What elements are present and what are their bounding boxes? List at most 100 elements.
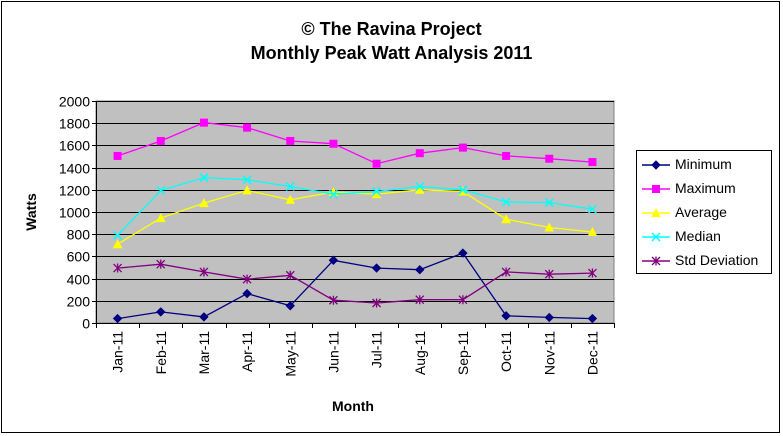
data-point-median xyxy=(544,198,554,208)
legend-marker-minimum xyxy=(651,160,661,170)
y-tick-label: 1200 xyxy=(59,183,90,199)
legend-item-average: Average xyxy=(637,201,771,225)
x-tick-label: May-11 xyxy=(282,331,298,377)
legend-marker-average xyxy=(651,207,661,217)
data-point-std-deviation xyxy=(199,267,209,277)
data-point-average xyxy=(242,185,252,195)
legend-item-minimum: Minimum xyxy=(637,153,771,177)
y-tick-label: 1000 xyxy=(59,205,90,221)
legend-swatch-std-deviation xyxy=(642,256,670,266)
y-tick-label: 1400 xyxy=(59,161,90,177)
legend-item-maximum: Maximum xyxy=(637,177,771,201)
data-point-std-deviation xyxy=(501,267,511,277)
x-tick-label: Aug-11 xyxy=(412,331,428,375)
data-point-std-deviation xyxy=(113,263,123,273)
series-line-minimum xyxy=(117,252,593,320)
data-point-maximum xyxy=(329,139,338,148)
data-point-maximum xyxy=(415,149,424,158)
legend-swatch-median xyxy=(642,232,670,242)
data-point-minimum xyxy=(156,307,166,317)
data-point-maximum xyxy=(588,158,597,167)
data-point-std-deviation xyxy=(328,295,338,305)
data-point-average xyxy=(285,194,296,204)
data-point-std-deviation xyxy=(242,274,252,284)
data-point-minimum xyxy=(415,265,425,275)
data-point-std-deviation xyxy=(372,298,382,308)
x-tick-label: Jun-11 xyxy=(325,331,341,373)
data-point-maximum xyxy=(372,159,381,168)
y-tick-label: 200 xyxy=(67,294,91,310)
chart-title: © The Ravina Project Monthly Peak Watt A… xyxy=(0,17,783,65)
data-point-minimum xyxy=(458,248,468,258)
data-point-maximum xyxy=(199,118,208,127)
data-point-median xyxy=(285,181,295,192)
legend-marker-median xyxy=(651,232,661,242)
legend-label-minimum: Minimum xyxy=(675,156,732,172)
data-point-std-deviation xyxy=(415,295,425,305)
y-tick-label: 1600 xyxy=(59,138,90,154)
x-tick-label: Mar-11 xyxy=(196,331,212,375)
data-point-maximum xyxy=(286,136,295,145)
legend-marker-std-deviation xyxy=(651,256,661,266)
data-point-std-deviation xyxy=(156,259,166,269)
data-point-median xyxy=(242,175,252,185)
data-point-median xyxy=(328,189,338,199)
legend-item-median: Median xyxy=(637,225,771,249)
data-point-std-deviation xyxy=(458,295,468,305)
data-point-median xyxy=(458,185,468,195)
x-tick-label: Nov-11 xyxy=(541,331,557,375)
series-line-median xyxy=(117,176,593,236)
data-point-maximum xyxy=(458,143,467,152)
chart-title-line1: © The Ravina Project xyxy=(301,19,482,39)
data-point-minimum xyxy=(242,288,252,299)
y-tick-label: 2000 xyxy=(59,94,90,110)
data-point-maximum xyxy=(113,151,122,160)
data-point-median xyxy=(199,173,209,183)
data-point-average xyxy=(587,226,598,236)
data-point-median xyxy=(113,230,123,240)
data-point-std-deviation xyxy=(544,269,554,279)
chart-legend: Minimum Maximum Average Median Std Deviation xyxy=(636,150,772,274)
data-point-minimum xyxy=(544,312,554,323)
y-axis-title: Watts xyxy=(23,193,39,231)
data-point-average xyxy=(199,198,209,208)
data-point-median xyxy=(415,181,425,192)
y-tick-label: 400 xyxy=(67,272,91,288)
data-point-median xyxy=(587,204,597,214)
legend-item-std-deviation: Std Deviation xyxy=(637,249,771,273)
data-point-average xyxy=(414,184,425,194)
legend-swatch-average xyxy=(642,207,670,217)
data-point-std-deviation xyxy=(285,270,295,280)
data-point-maximum xyxy=(502,151,511,160)
legend-swatch-minimum xyxy=(642,160,670,170)
data-point-average xyxy=(501,214,511,224)
data-point-average xyxy=(112,239,123,249)
y-tick-label: 0 xyxy=(82,316,90,332)
data-point-average xyxy=(155,213,166,223)
legend-label-median: Median xyxy=(675,228,721,244)
data-point-minimum xyxy=(285,301,295,311)
data-point-std-deviation xyxy=(587,268,597,278)
data-point-median xyxy=(501,197,511,207)
data-point-minimum xyxy=(587,313,598,324)
data-point-minimum xyxy=(328,255,339,265)
chart-title-line2: Monthly Peak Watt Analysis 2011 xyxy=(250,43,533,63)
data-point-maximum xyxy=(243,123,252,132)
data-point-median xyxy=(156,185,166,195)
x-tick-label: Apr-11 xyxy=(239,331,255,372)
x-axis-title: Month xyxy=(332,398,374,414)
x-tick-label: Jul-11 xyxy=(369,331,385,368)
x-tick-label: Feb-11 xyxy=(153,331,169,375)
legend-marker-maximum xyxy=(652,185,660,193)
data-point-maximum xyxy=(545,154,554,163)
data-point-minimum xyxy=(371,263,382,273)
legend-label-maximum: Maximum xyxy=(675,180,736,196)
series-line-std-deviation xyxy=(117,263,593,304)
data-point-minimum xyxy=(112,313,123,324)
data-point-minimum xyxy=(199,312,209,322)
data-point-minimum xyxy=(501,311,511,321)
y-tick-label: 1800 xyxy=(59,116,90,132)
data-point-maximum xyxy=(156,136,165,145)
x-tick-label: Jan-11 xyxy=(110,331,126,373)
